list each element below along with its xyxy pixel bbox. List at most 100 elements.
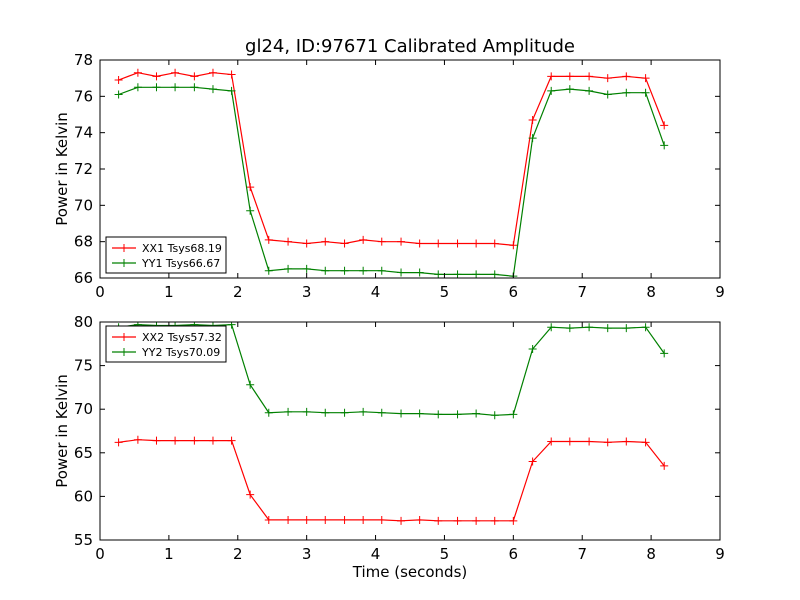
data-point [397,237,406,246]
data-point [434,410,443,419]
data-point [208,436,217,445]
data-point [641,74,650,83]
data-point [622,72,631,81]
x-tick-label: 4 [371,545,381,563]
data-point [171,68,180,77]
data-point [114,438,123,447]
data-point [321,237,330,246]
data-point [453,516,462,525]
data-point [246,490,255,499]
legend-marker [120,244,128,252]
data-point [528,457,537,466]
data-point [264,235,273,244]
data-point [585,323,594,332]
data-point [302,407,311,416]
data-point [340,515,349,524]
x-tick-label: 4 [371,283,381,301]
y-tick-label: 70 [74,196,93,214]
legend-item: XX2 Tsys57.32 [112,331,222,344]
data-point [622,88,631,97]
data-point [397,268,406,277]
legend: XX2 Tsys57.32 YY2 Tsys70.09 [105,325,227,363]
data-point [302,515,311,524]
data-point [528,345,537,354]
data-point [472,270,481,278]
legend-item: YY2 Tsys70.09 [112,346,220,359]
data-point [377,237,386,246]
legend: XX1 Tsys68.19 YY1 Tsys66.67 [105,236,227,274]
y-tick-label: 78 [74,51,93,69]
data-point [284,407,293,416]
x-tick-label: 7 [577,545,587,563]
data-point [547,72,556,81]
data-point [509,410,518,419]
x-tick-label: 0 [95,283,105,301]
data-point [264,266,273,275]
data-point [453,270,462,278]
y-tick-label: 80 [74,313,93,331]
x-axis-label: Time (seconds) [352,563,468,581]
data-layer [114,322,669,525]
data-point [641,438,650,447]
data-point [264,515,273,524]
data-point [415,239,424,248]
data-point [565,72,574,81]
data-point [133,83,142,92]
legend-label: XX2 Tsys57.32 [142,331,222,344]
data-point [321,266,330,275]
data-point [547,437,556,446]
x-tick-label: 0 [95,545,105,563]
data-point [152,83,161,92]
data-point [133,435,142,444]
data-point [264,408,273,417]
legend-label: XX1 Tsys68.19 [142,242,222,255]
data-point [152,436,161,445]
data-point [490,239,499,248]
data-point [190,83,199,92]
plot-frame [99,321,721,541]
legend-box [105,236,227,274]
data-point [359,235,368,244]
legend-marker [120,333,128,341]
data-point [547,323,556,332]
data-point [490,270,499,278]
data-point [565,324,574,333]
y-tick-label: 75 [74,357,93,375]
data-point [434,516,443,525]
data-point [509,241,518,250]
x-tick-label: 5 [440,283,450,301]
data-point [227,322,236,329]
legend-box [105,325,227,363]
data-point [340,408,349,417]
subplot-2: 0 1 2 3 4 5 6 7 8 9 55 60 65 70 75 80 Power in Kelvin Tim… [53,313,725,581]
data-point [340,266,349,275]
data-point [509,516,518,525]
x-tick-label: 7 [577,283,587,301]
data-point [472,239,481,248]
data-point [284,264,293,273]
data-point [528,115,537,124]
data-point [660,349,669,358]
data-point [585,86,594,95]
x-tick-label: 6 [509,283,519,301]
data-point [284,515,293,524]
data-point [359,266,368,275]
legend-item: YY1 Tsys66.67 [112,257,220,270]
data-point [490,516,499,525]
data-point [227,436,236,445]
data-point [603,74,612,83]
data-point [472,516,481,525]
data-point [585,437,594,446]
data-point [246,206,255,215]
data-point [453,239,462,248]
y-tick-label: 66 [74,269,93,287]
data-point [415,409,424,418]
data-point [434,239,443,248]
data-point [171,436,180,445]
data-point [415,268,424,277]
y-tick-label: 74 [74,124,93,142]
data-point [359,515,368,524]
